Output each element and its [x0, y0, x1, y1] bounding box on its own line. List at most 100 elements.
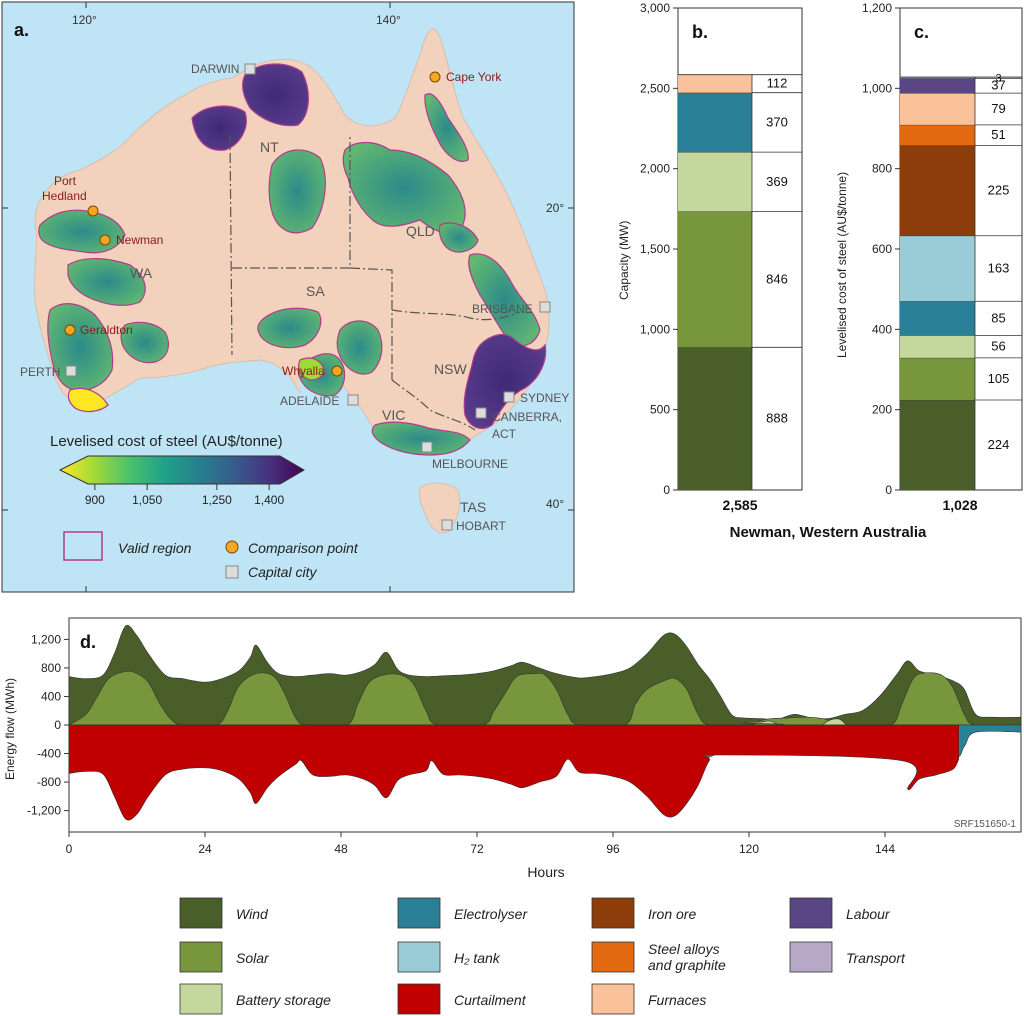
x-tick-label: 96 — [606, 842, 620, 856]
lat-label-40: 40° — [546, 497, 564, 511]
bar-segment — [678, 347, 752, 490]
watermark: SRF151650-1 — [954, 819, 1017, 830]
y-tick-label: 800 — [41, 661, 61, 675]
bar-value-label: 51 — [991, 127, 1005, 142]
x-tick-label: 144 — [875, 842, 895, 856]
city-marker — [244, 63, 256, 75]
energy-y-axis: 1,200 800 400 0 -400 -800 -1,200 — [27, 632, 69, 818]
lon-label-140: 140° — [376, 13, 401, 27]
colorbar-tick-label: 1,050 — [132, 493, 162, 507]
panel-c-label: c. — [914, 22, 929, 42]
comparison-marker — [429, 71, 441, 83]
x-tick-label: 24 — [198, 842, 212, 856]
city-marker — [441, 519, 453, 531]
y-tick-label: 1,500 — [640, 242, 670, 256]
city-marker — [475, 407, 487, 419]
legend-swatch — [591, 897, 635, 929]
y-tick-label: 1,200 — [31, 632, 61, 646]
y-tick-label: -800 — [37, 775, 61, 789]
capital-city-swatch — [225, 565, 239, 579]
state-labels: NT QLD WA SA NSW VIC TAS — [130, 139, 486, 515]
capacity-bars: 888 846 369 370 112 — [678, 74, 802, 490]
state-label: WA — [130, 265, 153, 281]
comparison-marker — [87, 205, 99, 217]
x-tick-label: 72 — [470, 842, 484, 856]
city-marker — [421, 441, 433, 453]
y-tick-label: 2,500 — [640, 81, 670, 95]
comparison-label: Newman — [116, 233, 163, 247]
legend-label: H₂ tank — [454, 950, 501, 966]
panel-b-label: b. — [692, 22, 708, 42]
lon-label-120: 120° — [72, 13, 97, 27]
bar-segment — [900, 301, 975, 336]
legend-swatch — [397, 897, 441, 929]
bar-segment — [900, 145, 975, 236]
bar-segment — [678, 74, 752, 93]
y-tick-label: 600 — [872, 242, 892, 256]
panel-a-label: a. — [14, 20, 29, 40]
graticule — [2, 2, 574, 592]
city-label: ACT — [492, 427, 517, 441]
hours-xlabel: Hours — [527, 864, 564, 880]
cost-chart: 224 105 56 85 163 225 51 79 373 0 200 400 600 800 1,0… — [835, 1, 1023, 513]
city-label: CANBERRA, — [492, 410, 562, 424]
bar-value-label: 56 — [991, 339, 1005, 354]
city-marker — [347, 394, 359, 406]
y-tick-label: 0 — [885, 483, 892, 497]
colorbar-bar — [58, 455, 305, 485]
comparison-marker — [99, 234, 111, 246]
legend-label: Labour — [846, 906, 891, 922]
bar-value-label: 79 — [991, 101, 1005, 116]
bar-segment — [900, 235, 975, 302]
comparison-label: Port — [54, 174, 77, 188]
legend-swatch — [591, 941, 635, 973]
y-tick-label: 800 — [872, 162, 892, 176]
location-xlabel: Newman, Western Australia — [730, 524, 927, 541]
bar-segment — [900, 93, 975, 125]
state-label: NSW — [434, 361, 467, 377]
state-label: VIC — [382, 407, 405, 423]
y-tick-label: 1,000 — [862, 81, 892, 95]
legend-label: Electrolyser — [454, 906, 528, 922]
comparison-point-swatch — [225, 540, 239, 554]
colorbar: Levelised cost of steel (AU$/tonne) 900 1… — [50, 433, 305, 507]
state-label: TAS — [460, 499, 486, 515]
city-label: ADELAIDE — [280, 394, 339, 408]
bar-value-label: 37 — [991, 78, 1005, 93]
city-marker — [503, 391, 515, 403]
capacity-y-axis: 0 500 1,000 1,500 2,000 2,500 3,000 — [640, 1, 678, 497]
comparison-points: Cape York Port Hedland Newman Geraldton … — [42, 70, 502, 378]
legend-label: Iron ore — [648, 906, 696, 922]
bar-value-label: 112 — [767, 76, 788, 91]
energy-x-axis: 0 24 48 72 96 120 144 — [66, 832, 895, 856]
bar-segment — [678, 92, 752, 153]
bottom-legend: Wind Electrolyser Iron ore Labour Solar H₂ ta… — [179, 897, 906, 1015]
y-tick-label: 500 — [650, 403, 670, 417]
y-tick-label: 0 — [54, 718, 61, 732]
colorbar-title: Levelised cost of steel (AU$/tonne) — [50, 433, 283, 450]
colorbar-tick-label: 1,250 — [202, 493, 232, 507]
y-tick-label: 0 — [663, 483, 670, 497]
bar-value-label: 224 — [988, 437, 1010, 452]
y-tick-label: 400 — [41, 689, 61, 703]
y-tick-label: 2,000 — [640, 162, 670, 176]
legend-label: Battery storage — [236, 992, 331, 1008]
bar-segment — [900, 77, 975, 79]
bar-value-label: 369 — [766, 174, 788, 189]
x-tick-label: 120 — [739, 842, 759, 856]
bar-value-label: 225 — [988, 183, 1010, 198]
state-label: NT — [260, 139, 279, 155]
capacity-ylabel: Capacity (MW) — [617, 221, 631, 300]
area-curtailment — [68, 724, 959, 821]
city-label: BRISBANE — [472, 302, 533, 316]
colorbar-tick-label: 900 — [85, 493, 105, 507]
energy-ylabel: Energy flow (MWh) — [3, 678, 17, 780]
city-label: SYDNEY — [520, 391, 569, 405]
y-tick-label: 1,200 — [862, 1, 892, 15]
energy-flow-areas — [67, 624, 1022, 821]
city-label: PERTH — [20, 365, 60, 379]
legend-label: Solar — [236, 950, 270, 966]
legend-swatch — [789, 941, 833, 973]
capital-city-label: Capital city — [248, 564, 317, 580]
